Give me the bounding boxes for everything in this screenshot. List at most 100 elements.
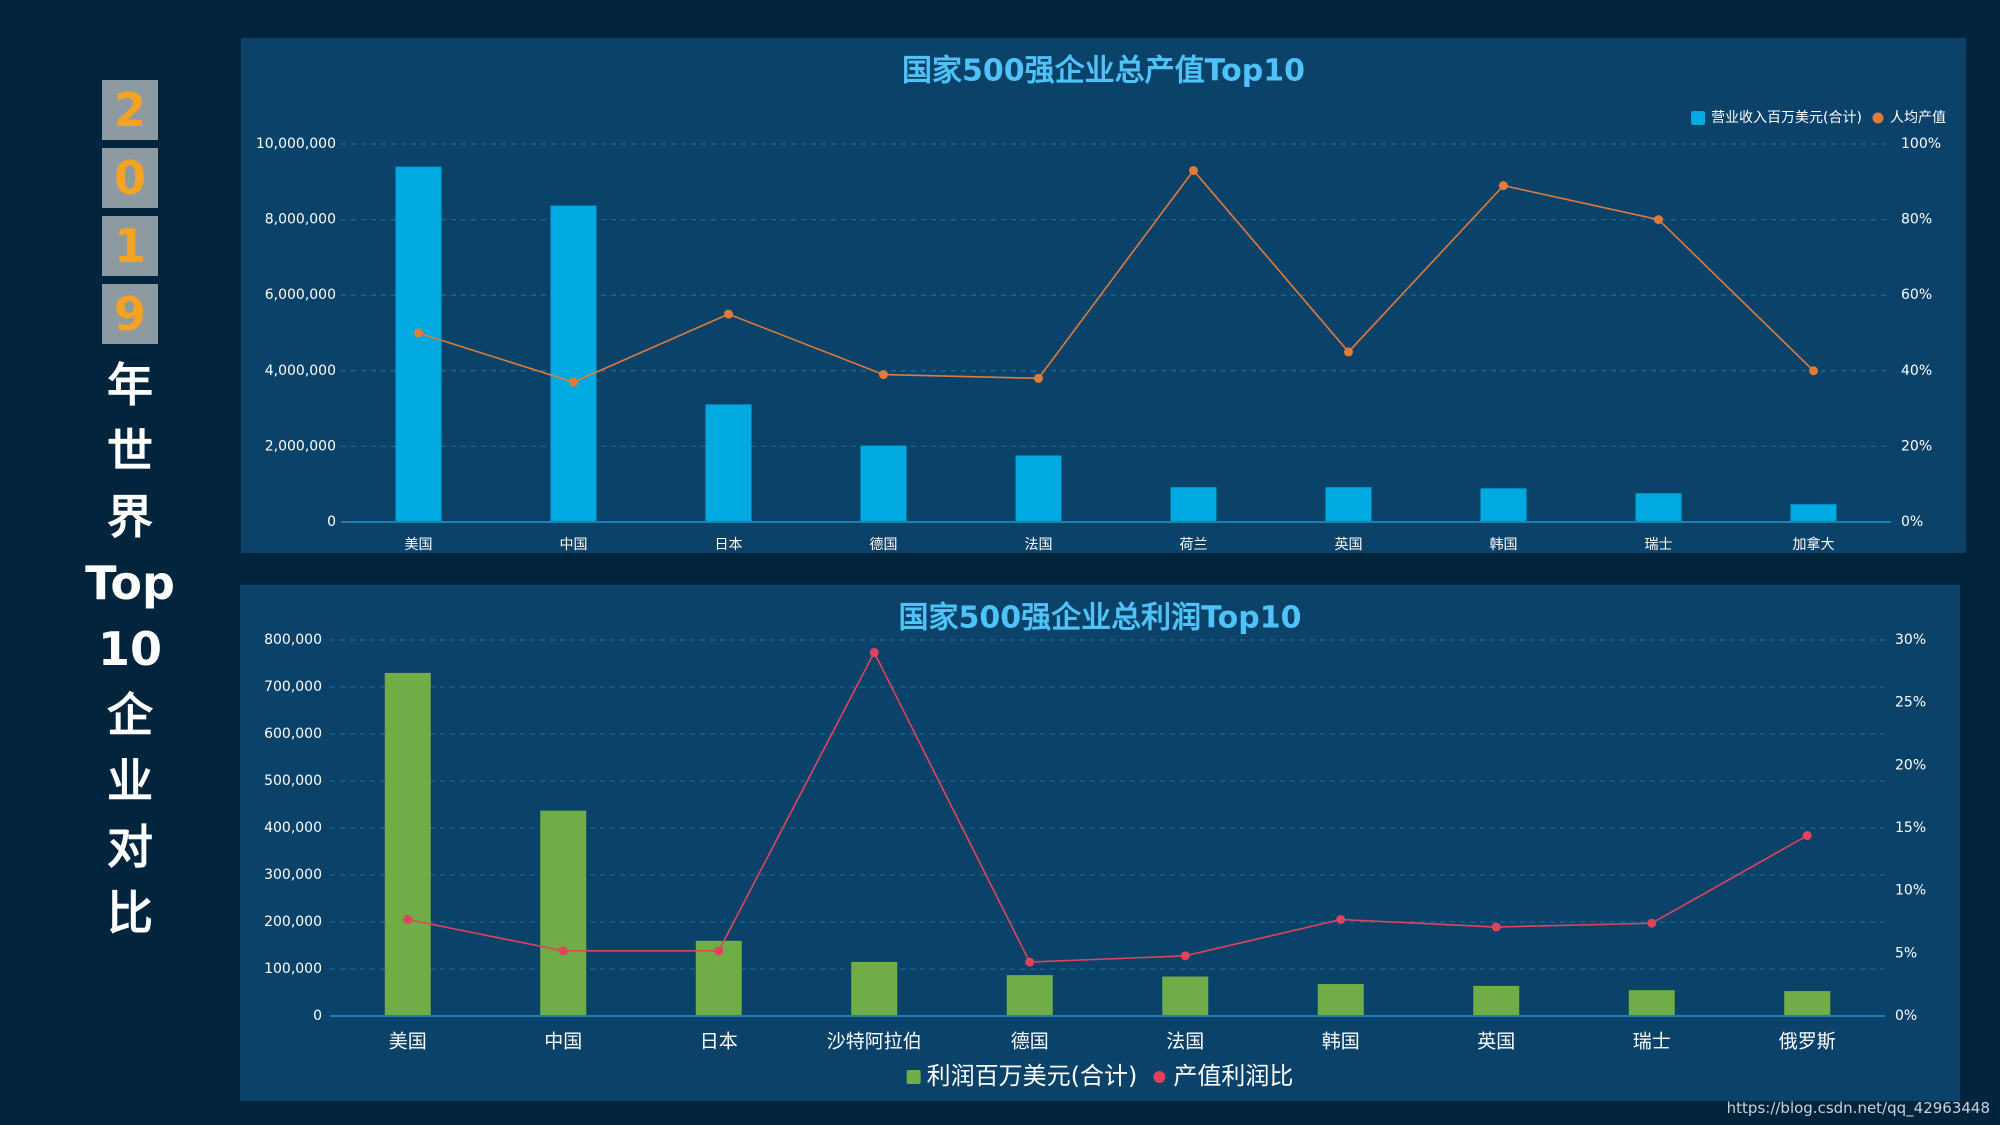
bar (860, 445, 907, 522)
x-category-label: 俄罗斯 (1779, 1031, 1836, 1053)
line-point (1654, 215, 1663, 225)
x-category-label: 美国 (405, 537, 433, 553)
y-left-tick-label: 300,000 (264, 867, 322, 883)
y-left-tick-label: 0 (313, 1008, 322, 1024)
x-category-label: 沙特阿拉伯 (827, 1031, 922, 1053)
x-category-label: 德国 (1011, 1031, 1049, 1053)
legend-marker (1872, 112, 1884, 124)
bar (1006, 975, 1053, 1016)
revenue-chart: 国家500强企业总产值Top10 0 2,000,000 4,000,000 6,000… (256, 54, 1946, 554)
bar (851, 961, 898, 1016)
x-category-label: 韩国 (1322, 1031, 1360, 1053)
line-point (1647, 918, 1657, 928)
watermark-text: https://blog.csdn.net/qq_42963448 (1726, 1099, 1990, 1117)
line-point (1189, 165, 1198, 175)
bar (1790, 504, 1837, 522)
y-left-tick-label: 0 (327, 514, 336, 530)
line-point (1025, 957, 1035, 967)
line-point (714, 946, 724, 956)
y-right-tick-label: 20% (1895, 757, 1926, 773)
sidebar-char: 比 (107, 886, 153, 940)
x-category-label: 德国 (870, 537, 898, 553)
x-category-label: 中国 (560, 537, 588, 553)
bar (1473, 985, 1520, 1016)
sidebar-char: 对 (107, 820, 153, 874)
y-left-tick-label: 2,000,000 (265, 438, 336, 454)
bar (1170, 487, 1217, 522)
y-right-tick-label: 30% (1895, 632, 1926, 648)
y-right-tick-label: 40% (1901, 363, 1932, 379)
bar (384, 672, 431, 1016)
x-category-label: 中国 (544, 1031, 582, 1053)
line-point (1034, 373, 1043, 383)
legend-marker (906, 1070, 921, 1084)
line-point (1802, 831, 1812, 841)
legend-marker (1691, 111, 1706, 125)
bar (1635, 493, 1682, 522)
y-left-tick-label: 600,000 (264, 726, 322, 742)
y-right-tick-label: 100% (1901, 136, 1941, 152)
x-category-label: 法国 (1166, 1031, 1204, 1053)
line-point (869, 648, 879, 658)
y-right-tick-label: 15% (1895, 820, 1926, 836)
bar (540, 810, 587, 1016)
sidebar-char: 年 (107, 358, 153, 412)
y-right-tick-label: 0% (1901, 514, 1923, 530)
x-category-label: 荷兰 (1180, 537, 1208, 553)
chart-title: 国家500强企业总产值Top10 (902, 54, 1305, 89)
year-digit-box: 2 (102, 80, 158, 140)
series-line (418, 169, 1815, 383)
line-point (1499, 181, 1508, 191)
bar (1325, 487, 1372, 522)
x-category-label: 瑞士 (1633, 1031, 1671, 1053)
line-point (1336, 914, 1346, 924)
sidebar-char: 世 (107, 424, 153, 478)
line-point (879, 370, 888, 380)
revenue-chart-panel: 国家500强企业总产值Top10 0 2,000,000 4,000,000 6,000… (241, 38, 1966, 553)
bar (705, 404, 752, 522)
x-category-label: 法国 (1025, 537, 1053, 553)
legend-label: 利润百万美元(合计) (927, 1062, 1138, 1090)
bar (1784, 991, 1831, 1016)
y-left-tick-label: 200,000 (264, 914, 322, 930)
y-left-tick-label: 400,000 (264, 820, 322, 836)
line-point (569, 377, 578, 387)
y-right-tick-label: 10% (1895, 883, 1926, 899)
sidebar-char: Top (85, 556, 175, 610)
y-right-tick-label: 60% (1901, 287, 1932, 303)
x-category-label: 美国 (389, 1031, 427, 1053)
x-category-label: 英国 (1477, 1031, 1515, 1053)
line-point (724, 309, 733, 319)
line-point (1344, 347, 1353, 357)
legend-label: 营业收入百万美元(合计) (1711, 110, 1862, 126)
legend-marker (1153, 1071, 1166, 1083)
y-left-tick-label: 100,000 (264, 961, 322, 977)
y-left-tick-label: 500,000 (264, 773, 322, 789)
line-point (1809, 366, 1818, 376)
y-left-tick-label: 800,000 (264, 632, 322, 648)
bar (1317, 984, 1364, 1016)
sidebar-title: 2 0 1 9 年 世 界 Top 10 企 业 对 比 (60, 80, 200, 946)
y-left-tick-label: 6,000,000 (265, 287, 336, 303)
line-point (558, 946, 568, 956)
sidebar-char: 界 (107, 490, 153, 544)
year-digit-box: 1 (102, 216, 158, 276)
y-right-tick-label: 5% (1895, 945, 1917, 961)
y-right-tick-label: 25% (1895, 695, 1926, 711)
bar (1162, 976, 1209, 1016)
legend-label: 人均产值 (1890, 110, 1946, 126)
y-right-tick-label: 80% (1901, 212, 1932, 228)
sidebar-char: 10 (97, 622, 162, 676)
line-point (1180, 951, 1190, 961)
y-left-tick-label: 700,000 (264, 679, 322, 695)
sidebar-char: 企 (107, 688, 153, 742)
x-category-label: 英国 (1335, 536, 1363, 553)
line-point (414, 328, 423, 338)
y-right-tick-label: 20% (1901, 438, 1932, 454)
bar (395, 166, 442, 522)
profit-chart: 国家500强企业总利润Top10 0 100,000 200,000 300,000 40… (264, 601, 1926, 1091)
y-right-tick-label: 0% (1895, 1008, 1917, 1024)
series-line (407, 650, 1808, 963)
bar (1015, 455, 1062, 522)
bar (1480, 488, 1527, 522)
